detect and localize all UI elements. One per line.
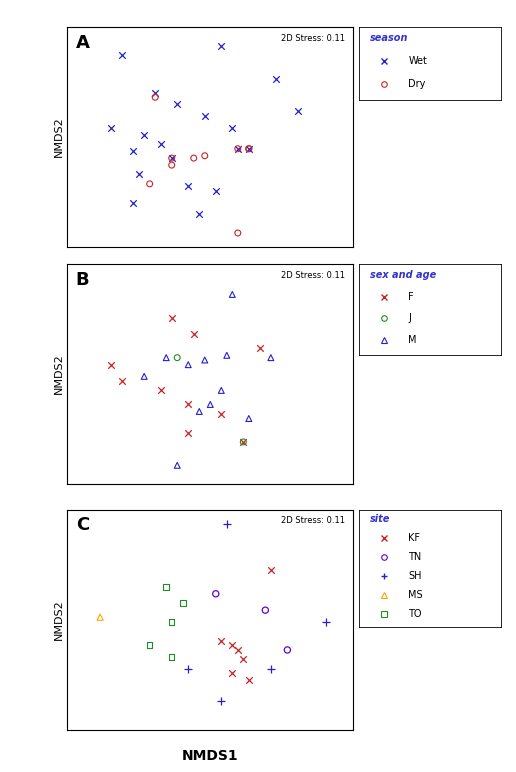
Text: TO: TO <box>408 608 422 618</box>
Point <box>168 651 176 663</box>
Point <box>206 398 215 411</box>
Point <box>256 342 264 354</box>
Point <box>228 667 236 679</box>
Point <box>156 384 165 397</box>
Point <box>96 611 104 623</box>
Point <box>129 196 137 208</box>
Text: J: J <box>408 313 411 323</box>
Point <box>239 435 248 448</box>
Point <box>201 354 209 366</box>
Text: KF: KF <box>408 533 421 543</box>
Point <box>146 639 154 652</box>
Point <box>146 178 154 190</box>
Point <box>184 358 192 371</box>
Point <box>283 644 292 656</box>
Text: Dry: Dry <box>408 80 426 90</box>
Point <box>107 358 115 371</box>
Point <box>118 375 126 388</box>
Point <box>223 517 231 530</box>
Point <box>173 459 181 472</box>
Text: site: site <box>370 514 390 524</box>
Point <box>140 371 148 383</box>
Point <box>234 644 242 656</box>
Point <box>245 143 253 155</box>
Point <box>151 91 159 103</box>
Text: sex and age: sex and age <box>370 270 436 280</box>
Point <box>162 351 170 364</box>
Point <box>162 581 170 593</box>
Point <box>195 405 203 418</box>
Text: NMDS1: NMDS1 <box>182 749 238 763</box>
Point <box>228 121 236 134</box>
Point <box>234 143 242 155</box>
Point <box>184 180 192 192</box>
Point <box>184 398 192 411</box>
Y-axis label: NMDS2: NMDS2 <box>54 117 64 157</box>
Point <box>217 635 225 647</box>
Text: B: B <box>76 271 89 289</box>
Point <box>118 49 126 61</box>
Point <box>168 616 176 628</box>
Point <box>195 208 203 221</box>
Point <box>212 185 220 197</box>
Point <box>294 105 302 117</box>
Point <box>189 328 198 340</box>
Point <box>179 597 187 609</box>
Point <box>272 73 281 85</box>
Text: TN: TN <box>408 552 422 562</box>
Point <box>107 121 115 134</box>
Point <box>168 312 176 324</box>
Text: MS: MS <box>408 590 423 600</box>
Point <box>168 152 176 164</box>
Point <box>234 227 242 239</box>
Y-axis label: NMDS2: NMDS2 <box>54 354 64 394</box>
Point <box>267 351 275 364</box>
Point <box>173 351 181 364</box>
Point <box>267 662 275 675</box>
Point <box>135 168 143 181</box>
Point <box>217 696 225 708</box>
Point <box>261 604 269 616</box>
Point <box>140 128 148 141</box>
Point <box>156 138 165 151</box>
Point <box>239 435 248 448</box>
Point <box>217 408 225 420</box>
Point <box>129 145 137 157</box>
Text: Wet: Wet <box>408 56 427 66</box>
Y-axis label: NMDS2: NMDS2 <box>54 599 64 640</box>
Point <box>267 564 275 577</box>
Point <box>234 143 242 155</box>
Point <box>245 674 253 686</box>
Point <box>223 349 231 361</box>
Point <box>201 150 209 162</box>
Point <box>184 662 192 675</box>
Point <box>228 639 236 652</box>
Point <box>245 143 253 155</box>
Point <box>212 587 220 600</box>
Point <box>239 653 248 665</box>
Point <box>201 110 209 122</box>
Text: 2D Stress: 0.11: 2D Stress: 0.11 <box>281 516 345 525</box>
Text: A: A <box>76 34 90 52</box>
Point <box>245 412 253 425</box>
Point <box>245 143 253 155</box>
Text: SH: SH <box>408 571 422 581</box>
Point <box>173 98 181 110</box>
Point <box>217 39 225 52</box>
Text: 2D Stress: 0.11: 2D Stress: 0.11 <box>281 271 345 279</box>
Text: 2D Stress: 0.11: 2D Stress: 0.11 <box>281 34 345 42</box>
Point <box>189 152 198 164</box>
Point <box>184 426 192 438</box>
Text: M: M <box>408 335 417 345</box>
Point <box>168 159 176 171</box>
Text: C: C <box>76 516 89 534</box>
Point <box>322 616 330 628</box>
Point <box>228 288 236 300</box>
Text: F: F <box>408 292 414 302</box>
Point <box>151 86 159 99</box>
Point <box>168 152 176 164</box>
Point <box>217 384 225 397</box>
Text: season: season <box>370 33 409 43</box>
